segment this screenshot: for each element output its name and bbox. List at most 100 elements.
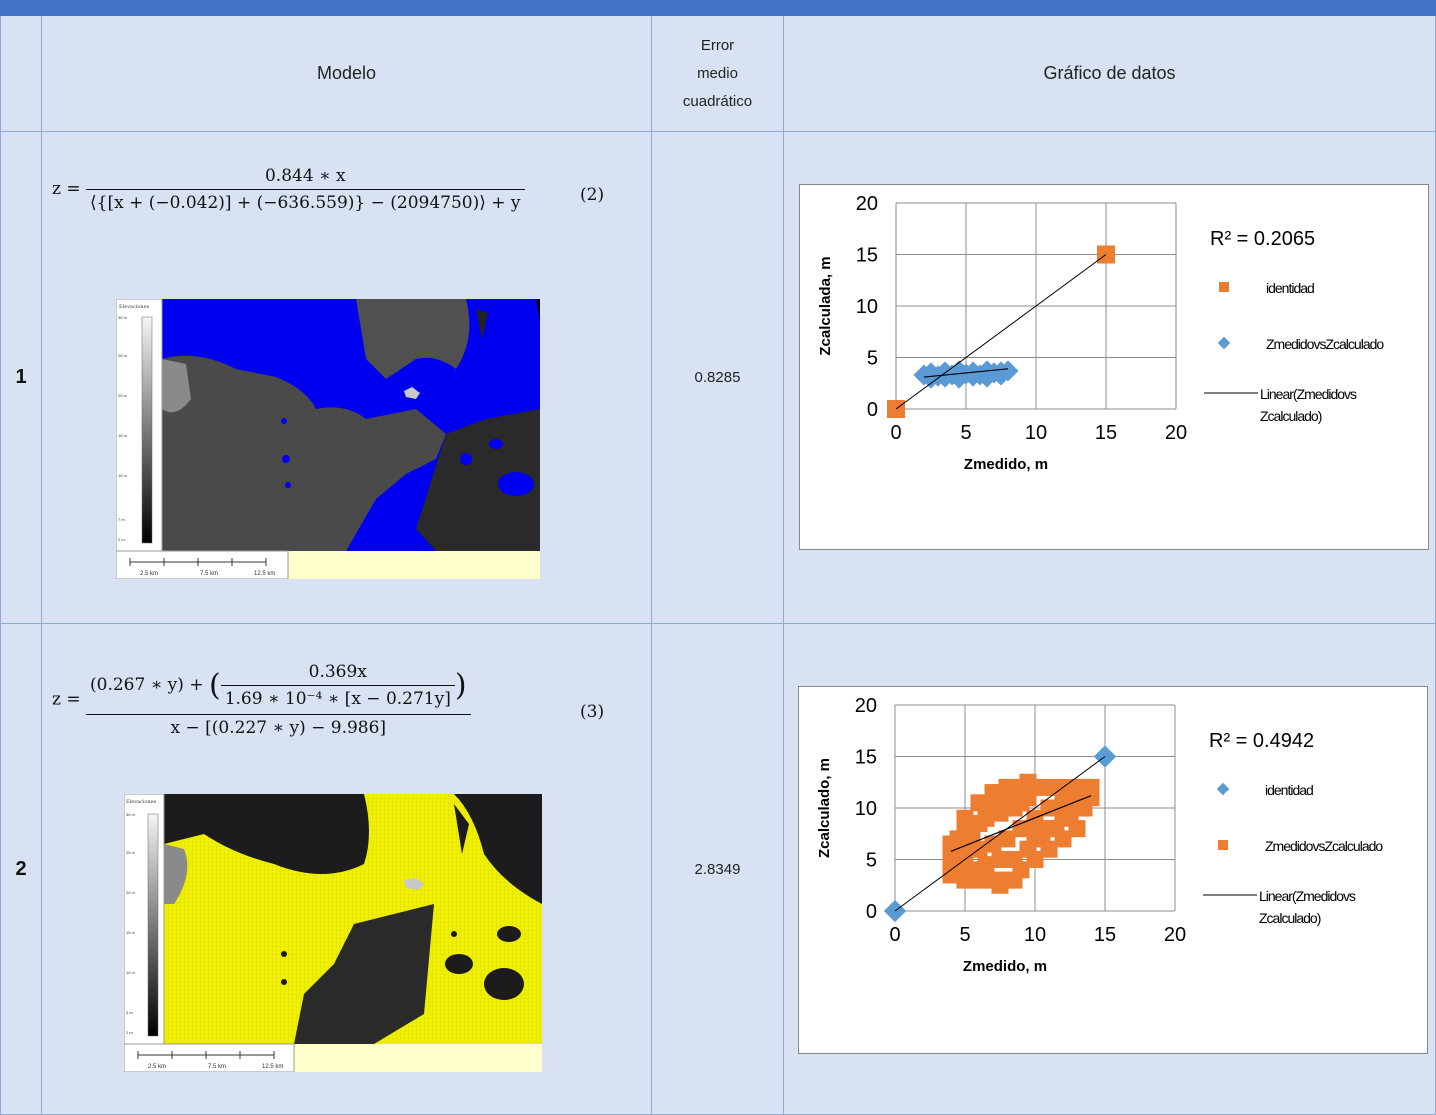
data-point — [1054, 830, 1072, 848]
y-tick-label: 15 — [855, 747, 877, 769]
map-legend-tick: 10 m — [126, 970, 136, 975]
data-point — [1068, 820, 1086, 838]
formula-2: z = 0.844 ∗ x ⟨{[x + (−0.042)] + (−636.5… — [52, 166, 525, 213]
header-empty-cell — [0, 16, 42, 132]
row-1-chart-cell: 0 5 10 15 20 0 5 10 15 20 Zmedido, m Zcalculada, m R… — [784, 132, 1436, 624]
header-model: Modelo — [42, 16, 652, 132]
data-point — [1019, 773, 1037, 791]
r-squared-label: R² = 0.4942 — [1209, 730, 1314, 752]
header-error-line2: medio — [697, 64, 738, 82]
row-2-error: 2.8349 — [652, 624, 784, 1115]
x-tick-label: 0 — [890, 422, 901, 444]
data-point — [1040, 840, 1058, 858]
map-scale-label: 2.5 km — [140, 571, 158, 577]
formula-inner-numerator: 0.369x — [220, 662, 455, 686]
trendline — [923, 368, 1009, 378]
chart-2-svg: 0 5 10 15 20 0 5 10 15 20 Zmedido, m Zcalculado, m R… — [816, 695, 1384, 975]
map-scale-label: 12.5 km — [262, 1064, 283, 1070]
formula-fraction: 0.844 ∗ x ⟨{[x + (−0.042)] + (−636.559)}… — [86, 166, 525, 213]
data-point — [1040, 799, 1058, 817]
row-number-label: 2 — [15, 857, 27, 880]
formula-lhs: z = — [52, 179, 81, 199]
x-tick-label: 15 — [1094, 924, 1116, 946]
data-point — [1012, 794, 1030, 812]
y-tick-label: 5 — [866, 850, 877, 872]
map-legend-tick: 7 m — [118, 517, 125, 522]
equation-number: (2) — [580, 185, 605, 205]
x-axis-label: Zmedido, m — [963, 958, 1047, 975]
legend-label: Zcalculado) — [1260, 408, 1322, 424]
data-point — [970, 871, 988, 889]
y-axis-label: Zcalculada, m — [817, 256, 834, 355]
data-point — [984, 835, 1002, 853]
map-legend-tick: 5 m — [126, 1010, 133, 1015]
map-legend-tick: 20 m — [126, 890, 136, 895]
trendline — [950, 795, 1092, 852]
data-point — [977, 856, 995, 874]
map-legend-tick: 25 m — [118, 353, 128, 358]
x-tick-label: 20 — [1165, 422, 1187, 444]
legend-marker — [1218, 840, 1228, 850]
error-value: 0.8285 — [694, 369, 741, 386]
data-point — [956, 845, 974, 863]
data-point — [1026, 851, 1044, 868]
data-point — [984, 784, 1002, 802]
y-tick-label: 0 — [866, 901, 877, 923]
chart-1-svg: 0 5 10 15 20 0 5 10 15 20 Zmedido, m Zcalculada, m R… — [817, 193, 1385, 473]
map-legend-tick: 30 m — [118, 315, 128, 320]
elevation-map-1: Elevaciones 30 m 25 m 20 m 15 m 10 m 7 m… — [116, 299, 540, 579]
chart-1: 0 5 10 15 20 0 5 10 15 20 Zmedido, m Zcalculada, m R… — [799, 184, 1429, 550]
legend-marker — [1219, 282, 1229, 292]
map-legend-tick: 15 m — [126, 930, 136, 935]
x-tick-label: 10 — [1025, 422, 1047, 444]
x-tick-label: 10 — [1024, 924, 1046, 946]
header-model-label: Modelo — [316, 63, 377, 83]
x-tick-label: 15 — [1095, 422, 1117, 444]
header-chart: Gráfico de datos — [784, 16, 1436, 132]
legend-marker — [1216, 782, 1230, 796]
map-legend-tick: 30 m — [126, 812, 136, 817]
data-point — [991, 851, 1009, 868]
row-1-error: 0.8285 — [652, 132, 784, 624]
data-point — [956, 809, 974, 827]
legend-marker — [1217, 336, 1231, 350]
map-scale-label: 2.5 km — [148, 1064, 166, 1070]
legend-label: Linear(Zmedidovs — [1259, 888, 1356, 904]
identity-line — [895, 254, 1107, 410]
data-point — [998, 778, 1016, 796]
data-point — [1068, 799, 1086, 817]
y-axis-label: Zcalculado, m — [816, 758, 833, 858]
x-tick-label: 5 — [959, 924, 970, 946]
legend-label: identidad — [1265, 782, 1313, 798]
x-tick-label: 0 — [889, 924, 900, 946]
formula-lhs: z = — [52, 689, 81, 710]
chart-2: 0 5 10 15 20 0 5 10 15 20 Zmedido, m Zcalculado, m R… — [798, 686, 1428, 1054]
data-point — [991, 804, 1009, 822]
y-tick-label: 15 — [856, 245, 878, 267]
data-point — [991, 876, 1009, 894]
formula-denominator: ⟨{[x + (−0.042)] + (−636.559)} − (209475… — [90, 193, 521, 213]
map-legend-tick: 20 m — [118, 393, 128, 398]
map-scale-label: 12.5 km — [254, 571, 275, 577]
map-scale-label: 7.5 km — [200, 571, 218, 577]
data-point — [970, 794, 988, 812]
y-tick-label: 5 — [867, 348, 878, 370]
map-legend-title: Elevaciones — [126, 799, 157, 805]
formula-3: z = (0.267 ∗ y) + ( 0.369x 1.69 ∗ 10⁻⁴ ∗… — [52, 662, 471, 738]
x-axis-label: Zmedido, m — [964, 456, 1048, 473]
y-tick-label: 10 — [856, 296, 878, 318]
r-squared-label: R² = 0.2065 — [1210, 228, 1315, 250]
data-point — [1033, 778, 1051, 796]
legend-label: Zcalculado) — [1259, 910, 1321, 926]
equation-number: (3) — [580, 702, 605, 722]
formula-fraction: (0.267 ∗ y) + ( 0.369x 1.69 ∗ 10⁻⁴ ∗ [x … — [86, 662, 471, 738]
map-legend-tick: 2 m — [118, 537, 125, 542]
table-top-bar — [0, 0, 1436, 16]
x-tick-label: 20 — [1164, 924, 1186, 946]
y-tick-label: 10 — [855, 798, 877, 820]
header-error: Error medio cuadrático — [652, 16, 784, 132]
row-2-model-cell: z = (0.267 ∗ y) + ( 0.369x 1.69 ∗ 10⁻⁴ ∗… — [42, 624, 652, 1115]
legend-label: ZmedidovsZcalculado — [1266, 336, 1384, 352]
row-1-number: 1 — [0, 132, 42, 624]
header-chart-label: Gráfico de datos — [1043, 63, 1176, 83]
